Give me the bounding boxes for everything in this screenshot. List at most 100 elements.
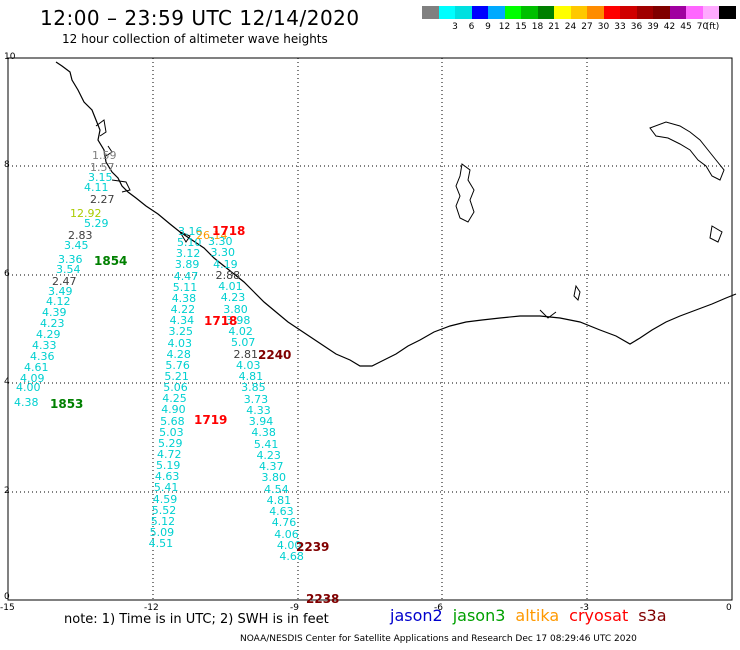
wave-height-value: 4.25 — [162, 392, 187, 406]
wave-height-value: 4.34 — [169, 314, 195, 328]
wave-height-value: 3.15 — [88, 171, 113, 184]
island-4 — [573, 284, 581, 301]
color-scale-label: 15 — [515, 22, 527, 32]
wave-height-value: 4.23 — [256, 448, 281, 462]
page-subtitle: 12 hour collection of altimeter wave hei… — [62, 32, 328, 46]
wave-height-value: 4.22 — [170, 303, 196, 317]
wave-height-value: 3.16 — [178, 225, 203, 238]
wave-height-value: 4.68 — [279, 550, 304, 563]
wave-height-value: 4.38 — [251, 426, 276, 440]
wave-height-value: 4.03 — [236, 358, 261, 372]
wave-height-value: 4.63 — [154, 470, 180, 484]
wave-height-value: 4.02 — [228, 325, 253, 338]
wave-height-value: 3.12 — [175, 247, 201, 261]
wave-height-value: 4.09 — [20, 372, 45, 385]
color-scale-label: 36 — [630, 22, 643, 32]
wave-height-value: 4.81 — [238, 370, 264, 383]
wave-height-value: 5.41 — [153, 481, 179, 495]
wave-height-value: 5.09 — [149, 526, 175, 540]
pass-time: 2238 — [306, 592, 340, 606]
wave-height-value: 4.00 — [276, 538, 302, 552]
wave-height-value: 5.29 — [158, 436, 183, 450]
wave-height-value: 4.90 — [161, 403, 186, 417]
island-5 — [178, 230, 191, 243]
color-scale-label: 27 — [581, 22, 593, 32]
wave-height-value: 3.73 — [243, 392, 269, 406]
y-tick-2: 2 — [4, 486, 10, 496]
wave-height-value: 4.28 — [166, 347, 191, 361]
wave-height-value: 5.52 — [151, 503, 177, 517]
island-2 — [649, 121, 725, 181]
wave-height-value: 12.92 — [70, 207, 102, 220]
color-scale-swatch — [636, 6, 654, 19]
color-scale-label: 45 — [680, 22, 692, 32]
grid — [8, 58, 732, 600]
color-scale-label: 12 — [498, 22, 511, 32]
wave-height-value: 3.98 — [225, 313, 251, 327]
wave-height-value: 5.19 — [155, 459, 181, 473]
y-tick-0: 0 — [4, 592, 10, 602]
wave-height-value: 4.33 — [32, 339, 57, 352]
wave-height-value: 4.03 — [167, 336, 193, 350]
y-tick-4: 4 — [4, 377, 10, 387]
satellite-legend: jason2 jason3 altika cryosat s3a — [390, 606, 677, 625]
wave-height-value: 4.19 — [213, 257, 238, 271]
color-scale-swatch — [570, 6, 588, 19]
wave-height-value: 4.29 — [36, 328, 61, 341]
wave-height-value: 3.54 — [56, 263, 81, 276]
color-scale-swatch — [488, 6, 505, 19]
color-scale-label: 9 — [485, 22, 491, 32]
pass-time: 1854 — [94, 254, 128, 268]
coastline — [55, 61, 737, 367]
wave-height-value: 3.36 — [58, 253, 83, 266]
wave-height-value: 4.23 — [40, 317, 65, 330]
wave-height-value: 4.38 — [171, 291, 197, 305]
wave-height-value: 4.11 — [84, 181, 109, 194]
wave-height-value: 26.14 — [196, 229, 228, 242]
legend-entry-s3a: s3a — [638, 606, 667, 625]
wave-height-value: 4.36 — [30, 350, 55, 363]
color-scale-swatch — [554, 6, 571, 19]
wave-height-value: 4.54 — [264, 482, 289, 496]
wave-height-value: 2.27 — [90, 193, 115, 206]
color-scale-swatch — [603, 6, 621, 19]
wave-height-value: 4.81 — [266, 493, 292, 507]
pass-time: 1719 — [194, 413, 228, 427]
y-tick-6: 6 — [4, 269, 10, 279]
x-tick-neg6: -6 — [434, 603, 443, 613]
wave-height-value: 5.03 — [159, 425, 184, 439]
wave-height-value: 5.07 — [230, 336, 256, 350]
legend-entry-cryosat: cryosat — [569, 606, 629, 625]
wave-height-value: 4.61 — [24, 361, 49, 374]
wave-height-value: 4.37 — [259, 460, 284, 473]
wave-height-value: 5.10 — [176, 236, 202, 250]
wave-height-value: 4.47 — [173, 269, 199, 283]
color-scale-swatch — [471, 6, 489, 19]
wave-height-value: 5.68 — [160, 414, 185, 428]
wave-height-value: 4.01 — [218, 280, 243, 293]
color-scale-label: 30 — [597, 22, 610, 32]
wave-height-value: 3.30 — [208, 235, 233, 248]
island-1 — [455, 163, 475, 223]
y-tick-8: 8 — [4, 160, 10, 170]
wave-height-value: 3.80 — [261, 471, 287, 485]
wave-height-value: 1.59 — [92, 149, 117, 162]
wave-height-value: 4.51 — [148, 537, 174, 551]
wave-height-value: 4.06 — [274, 527, 299, 541]
pass-time: 2240 — [258, 348, 292, 362]
wave-height-value: 4.33 — [246, 403, 271, 417]
wave-height-value: 3.94 — [248, 415, 274, 428]
wave-height-value: 3.80 — [223, 302, 248, 316]
legend-entry-altika: altika — [515, 606, 560, 625]
legend-entry-jason2: jason2 — [390, 606, 443, 625]
color-scale-label: 42 — [663, 22, 676, 32]
color-scale-swatch — [422, 6, 439, 19]
x-tick-0: 0 — [726, 603, 732, 613]
color-scale-label: 70 — [696, 22, 709, 32]
color-scale-label: 21 — [548, 22, 560, 32]
wave-height-value: 4.39 — [42, 306, 67, 319]
color-scale-label: 33 — [614, 22, 626, 32]
color-scale-swatch — [455, 6, 472, 19]
color-scale-swatch — [653, 6, 670, 19]
wave-height-value: 5.41 — [253, 437, 279, 451]
